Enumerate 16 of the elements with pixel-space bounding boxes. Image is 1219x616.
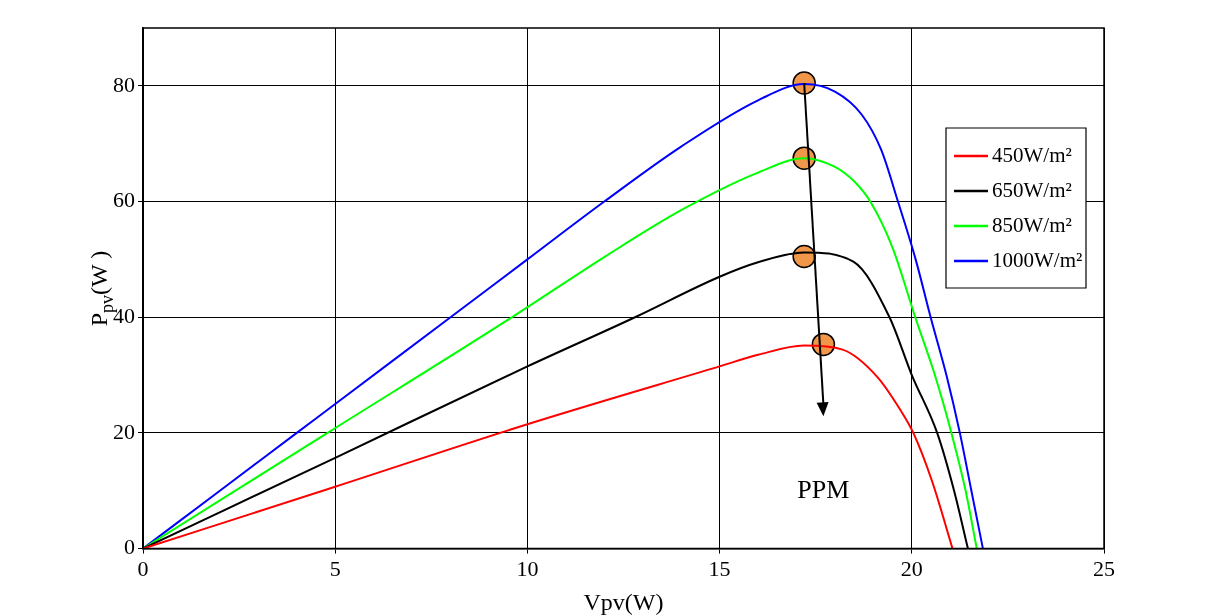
- x-tick-label: 5: [329, 555, 341, 581]
- x-tick-label: 20: [900, 555, 923, 581]
- legend-label: 850W/m²: [992, 212, 1072, 237]
- x-tick-label: 25: [1093, 555, 1115, 581]
- legend-label: 1000W/m²: [992, 247, 1083, 272]
- y-tick-label: 0: [124, 534, 135, 560]
- x-axis-title: Vpv(W): [583, 588, 664, 615]
- annotation: PPM: [797, 475, 850, 505]
- legend-label: 450W/m²: [992, 142, 1072, 167]
- x-tick-label: 10: [516, 555, 539, 581]
- y-tick-label: 80: [113, 71, 135, 97]
- legend-label: 650W/m²: [992, 177, 1072, 202]
- line-series: [143, 344, 954, 549]
- x-tick-label: 15: [708, 555, 731, 581]
- y-tick-label: 60: [113, 187, 135, 213]
- y-tick-label: 20: [113, 418, 135, 444]
